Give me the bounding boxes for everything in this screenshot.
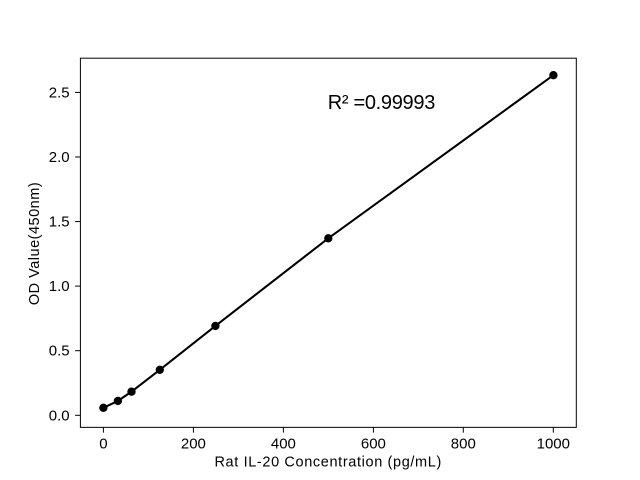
svg-text:800: 800 (451, 435, 476, 452)
svg-text:1.5: 1.5 (49, 214, 70, 231)
svg-text:200: 200 (181, 435, 206, 452)
svg-text:400: 400 (271, 435, 296, 452)
svg-text:1000: 1000 (537, 435, 570, 452)
svg-text:Rat IL-20 Concentration (pg/mL: Rat IL-20 Concentration (pg/mL) (214, 454, 441, 470)
svg-text:2.5: 2.5 (49, 84, 70, 101)
svg-text:OD Value(450nm): OD Value(450nm) (27, 182, 43, 305)
svg-text:1.0: 1.0 (49, 278, 70, 295)
svg-text:R² =0.99993: R² =0.99993 (328, 92, 436, 114)
svg-text:0.5: 0.5 (49, 343, 70, 360)
svg-text:0: 0 (99, 435, 107, 452)
svg-text:2.0: 2.0 (49, 149, 70, 166)
svg-text:0.0: 0.0 (49, 407, 70, 424)
svg-text:600: 600 (361, 435, 386, 452)
